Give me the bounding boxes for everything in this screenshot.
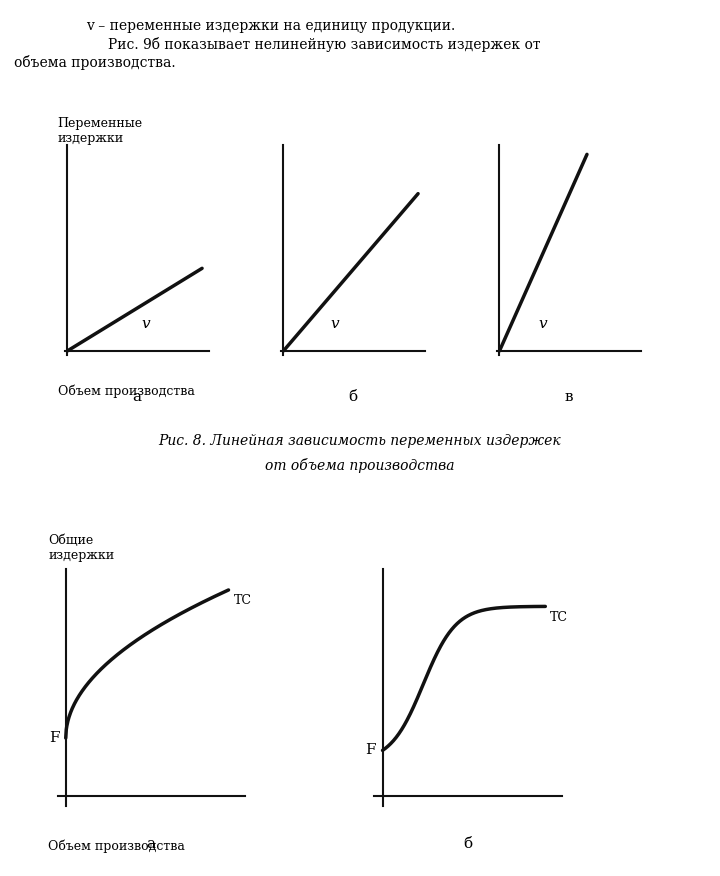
Text: Переменные
издержки: Переменные издержки (58, 117, 143, 145)
Text: б: б (348, 390, 357, 404)
Text: а: а (132, 390, 141, 404)
Text: TC: TC (550, 611, 568, 624)
Text: v: v (539, 317, 547, 331)
Text: F: F (366, 744, 376, 758)
Text: Объем производства: Объем производства (58, 385, 194, 398)
Text: v: v (330, 317, 339, 331)
Text: Общие
издержки: Общие издержки (48, 533, 114, 562)
Text: v – переменные издержки на единицу продукции.: v – переменные издержки на единицу проду… (86, 19, 456, 33)
Text: объема производства.: объема производства. (14, 55, 176, 70)
Text: а: а (147, 837, 156, 851)
Text: от объема производства: от объема производства (265, 458, 455, 473)
Text: Рис. 8. Линейная зависимость переменных издержек: Рис. 8. Линейная зависимость переменных … (158, 434, 562, 448)
Text: F: F (49, 731, 59, 745)
Text: Объем производства: Объем производства (48, 839, 185, 852)
Text: v: v (141, 317, 150, 331)
Text: в: в (564, 390, 573, 404)
Text: TC: TC (233, 594, 251, 607)
Text: Рис. 9б показывает нелинейную зависимость издержек от: Рис. 9б показывает нелинейную зависимост… (108, 37, 541, 52)
Text: б: б (464, 837, 472, 851)
